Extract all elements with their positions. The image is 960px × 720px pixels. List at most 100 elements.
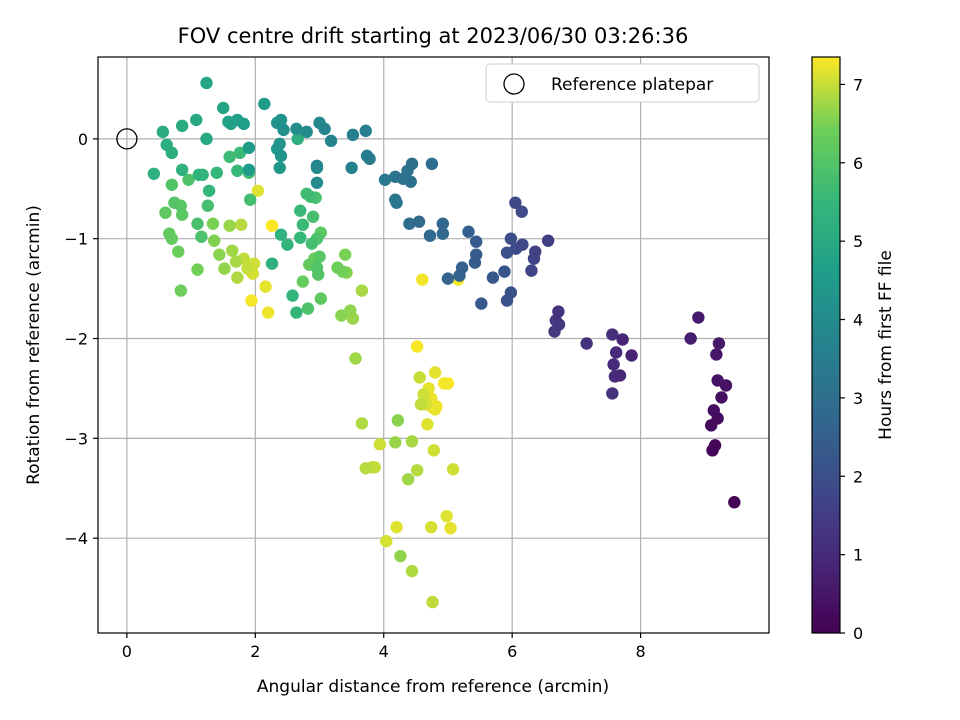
data-point — [710, 348, 723, 361]
data-point — [541, 234, 555, 247]
data-point — [147, 167, 161, 180]
data-point — [613, 369, 627, 382]
data-point — [226, 244, 239, 257]
data-point — [190, 113, 203, 127]
legend-label: Reference platepar — [551, 75, 713, 95]
colorbar-tick-label: 7 — [853, 75, 863, 94]
data-point — [349, 352, 362, 365]
data-point — [712, 337, 726, 350]
data-point — [305, 237, 319, 250]
data-point — [616, 333, 629, 346]
data-point — [462, 225, 475, 238]
data-point — [504, 232, 518, 245]
data-point — [223, 150, 236, 164]
data-point — [475, 297, 488, 310]
data-point — [296, 218, 310, 231]
data-point — [580, 337, 593, 350]
data-point — [416, 273, 429, 286]
data-point — [174, 284, 188, 297]
data-point — [394, 549, 407, 563]
data-point — [234, 218, 248, 231]
colorbar-label: Hours from first FF file — [876, 250, 896, 440]
data-point — [436, 217, 450, 230]
data-point — [401, 473, 415, 486]
data-point — [290, 306, 303, 319]
data-point — [163, 227, 176, 240]
data-point — [241, 262, 254, 275]
data-point — [509, 196, 522, 209]
data-point — [229, 255, 243, 268]
data-point — [426, 595, 439, 609]
data-point — [607, 358, 620, 371]
data-point — [455, 261, 469, 274]
data-point — [300, 125, 313, 139]
y-tick-label: −1 — [64, 230, 88, 249]
data-point — [213, 248, 226, 261]
data-point — [359, 462, 372, 475]
data-point — [719, 379, 733, 392]
data-point — [441, 272, 455, 285]
data-point — [423, 229, 437, 242]
data-point — [223, 219, 236, 232]
reference-platepar-marker — [116, 128, 138, 150]
data-point — [231, 271, 244, 284]
data-point — [281, 238, 294, 251]
data-point — [516, 238, 529, 251]
data-point — [446, 463, 460, 476]
colorbar-tick-label: 3 — [853, 389, 863, 408]
data-point — [243, 193, 257, 206]
data-point — [251, 184, 265, 197]
data-point — [237, 117, 250, 131]
data-point — [440, 510, 453, 523]
colorbar-tick-label: 4 — [853, 311, 863, 330]
data-point — [504, 286, 518, 299]
data-point — [265, 257, 279, 270]
data-point — [346, 128, 360, 142]
data-point — [427, 444, 441, 457]
data-point — [552, 305, 565, 318]
data-point — [405, 564, 419, 578]
data-point — [192, 168, 206, 181]
data-point — [296, 275, 310, 288]
data-point — [380, 534, 393, 548]
data-point — [625, 349, 638, 362]
data-point — [172, 245, 185, 258]
data-point — [486, 271, 500, 284]
x-axis-label: Angular distance from reference (arcmin) — [257, 677, 609, 697]
data-point — [290, 122, 303, 136]
colorbar-tick-label: 1 — [853, 546, 863, 565]
x-tick-label: 8 — [635, 642, 645, 661]
data-point — [373, 438, 387, 451]
data-point — [417, 388, 430, 401]
data-point — [218, 262, 231, 275]
data-point — [202, 184, 216, 197]
data-point — [498, 265, 511, 278]
data-point — [206, 217, 220, 230]
data-point — [261, 306, 275, 319]
data-point — [258, 97, 271, 111]
x-axis-ticks: 0 2 4 6 8 — [122, 633, 646, 661]
data-point — [609, 346, 623, 359]
data-point — [200, 132, 213, 146]
data-point — [345, 161, 358, 175]
data-point — [405, 157, 419, 171]
x-tick-label: 0 — [122, 642, 132, 661]
data-point — [286, 289, 299, 302]
y-tick-label: −2 — [64, 330, 88, 349]
colorbar-ticks: 0 1 2 3 4 5 6 7 — [840, 75, 863, 643]
data-point — [294, 204, 307, 217]
colorbar-tick-label: 0 — [853, 624, 863, 643]
data-point — [274, 149, 288, 163]
data-point — [339, 248, 352, 261]
data-point — [728, 496, 741, 509]
legend-marker-open-circle — [503, 73, 525, 95]
data-point — [191, 217, 204, 230]
data-point — [245, 294, 258, 307]
data-point — [200, 76, 213, 90]
data-point — [175, 163, 189, 177]
grid — [98, 57, 769, 633]
y-tick-label: 0 — [78, 130, 88, 149]
data-point — [403, 217, 416, 230]
data-point — [425, 520, 438, 534]
